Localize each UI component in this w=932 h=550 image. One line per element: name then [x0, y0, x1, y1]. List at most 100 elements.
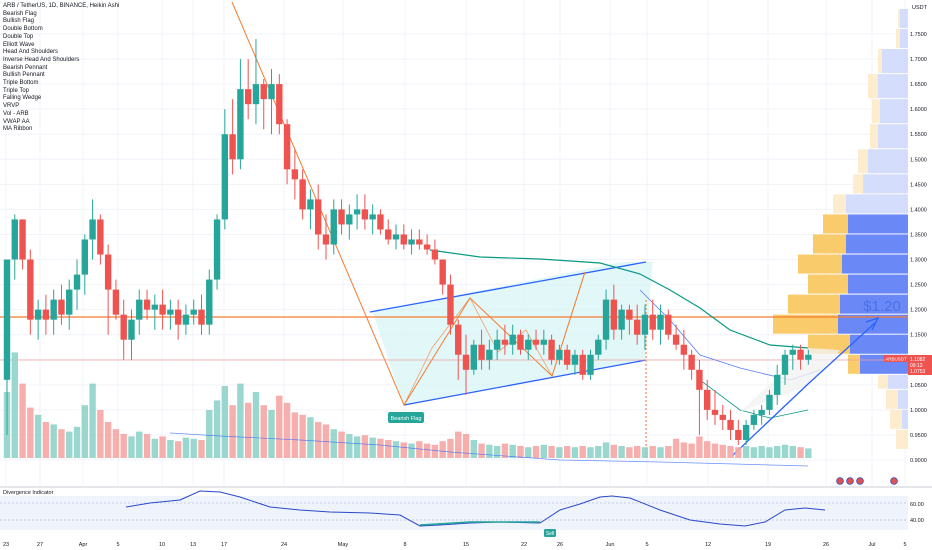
x-tick-label: 13 [190, 542, 196, 548]
volume-bar [206, 410, 213, 458]
x-tick-label: Jul [868, 542, 875, 548]
volume-bar [486, 444, 493, 458]
volume-bar [750, 447, 758, 458]
y-tick-label: 1.6000 [910, 107, 927, 113]
x-tick-label: Apr [79, 542, 88, 548]
candle-body [805, 354, 812, 360]
legend-item[interactable]: MA Ribbon [3, 126, 33, 133]
x-tick-label: 10 [159, 542, 165, 548]
volume-bar [579, 446, 586, 458]
volume-bar [509, 444, 516, 458]
candle-body [493, 339, 501, 350]
legend-item[interactable]: Bearish Flag [3, 10, 37, 17]
candle-body [392, 234, 400, 240]
legend-item[interactable]: Vol - ARB [3, 110, 29, 117]
sell-label: Sell [546, 531, 554, 537]
legend-item[interactable]: VWAP AA [3, 118, 30, 125]
vrvp-bar [848, 214, 908, 234]
volume-bar [633, 446, 641, 458]
volume-bar [190, 438, 197, 458]
candle-body [665, 314, 672, 335]
candle-body [416, 239, 423, 245]
candle-body [315, 199, 322, 235]
x-tick-label: 24 [281, 542, 287, 548]
legend-item[interactable]: Triple Top [3, 87, 30, 94]
vrvp-bar [886, 389, 898, 409]
candle-body [758, 409, 765, 415]
legend-item[interactable]: Bullish Flag [3, 18, 35, 25]
vrvp-bar [898, 8, 900, 28]
volume-bar [696, 436, 703, 458]
vrvp-bar [848, 274, 908, 294]
volume-bar [657, 447, 664, 458]
legend-item[interactable]: Double Top [3, 33, 34, 40]
legend-item[interactable]: VRVP [3, 103, 20, 110]
divergence-line [419, 521, 540, 526]
y-tick-label: 1.7000 [910, 57, 927, 63]
candle-body [587, 354, 594, 375]
legend-item[interactable]: Bearish Pennant [3, 64, 48, 71]
volume-bar [408, 443, 415, 458]
legend-item[interactable]: Bullish Pennant [3, 72, 45, 79]
x-tick-label: 15 [463, 542, 469, 548]
candle-body [509, 334, 516, 345]
volume-ma-line [169, 432, 809, 467]
volume-bar [797, 447, 804, 458]
candle-body [579, 354, 586, 375]
legend-item[interactable]: Double Bottom [3, 26, 43, 33]
legend-item[interactable]: Inverse Head And Shoulders [3, 56, 80, 63]
candle-body [104, 254, 112, 290]
volume-bar [680, 442, 688, 458]
candle-body [711, 409, 719, 415]
candle-body [447, 284, 454, 325]
volume-bar [104, 422, 112, 458]
legend-item[interactable]: Falling Wedge [3, 95, 42, 102]
candle-body [626, 309, 633, 320]
y-tick-label: 1.2500 [910, 283, 927, 289]
volume-bar [540, 444, 548, 458]
vrvp-bar [863, 174, 908, 194]
candle-body [486, 349, 493, 360]
x-tick-label: May [338, 542, 349, 548]
vrvp-bar [872, 99, 880, 124]
candle-body [774, 374, 781, 395]
volume-bar [470, 440, 477, 458]
candle-body [81, 239, 88, 275]
candle-body [688, 354, 695, 370]
volume-bar [377, 438, 384, 458]
volume-bar [478, 443, 485, 458]
candle-body [455, 324, 462, 355]
candle-body [369, 214, 376, 220]
price-badge-symbol: ARBUSDT [885, 357, 907, 362]
volume-bar [260, 405, 267, 458]
vrvp-bar [808, 274, 848, 294]
volume-bar [276, 395, 283, 458]
candle-body [400, 234, 407, 245]
indicator-title: Divergence Indicator [3, 490, 54, 496]
x-tick-label: 26 [823, 542, 829, 548]
vrvp-bar [890, 409, 902, 429]
candle-body [58, 299, 65, 315]
price-badge-bg [908, 355, 932, 375]
candle-body [789, 349, 796, 355]
candle-body [618, 309, 625, 330]
candle-body [478, 344, 485, 360]
candle-body [112, 289, 120, 315]
candle-body [221, 134, 229, 220]
bearish-flag-label: Bearish Flag [391, 416, 422, 422]
vrvp-bar [882, 49, 908, 74]
volume-bar [766, 447, 773, 458]
target-arrow-head [865, 316, 880, 331]
bearish-flag-label-bg [388, 412, 424, 423]
vrvp-bar [878, 74, 908, 99]
indicator-tick: 60.00 [910, 502, 924, 508]
legend-item[interactable]: Triple Bottom [3, 80, 39, 87]
vrvp-bar [878, 374, 888, 389]
volume-bar [338, 431, 345, 458]
legend-item[interactable]: Elliott Wave [3, 41, 35, 48]
flag-lower-line [403, 359, 647, 406]
volume-bar [159, 436, 166, 458]
legend-item[interactable]: Head And Shoulders [3, 49, 59, 56]
